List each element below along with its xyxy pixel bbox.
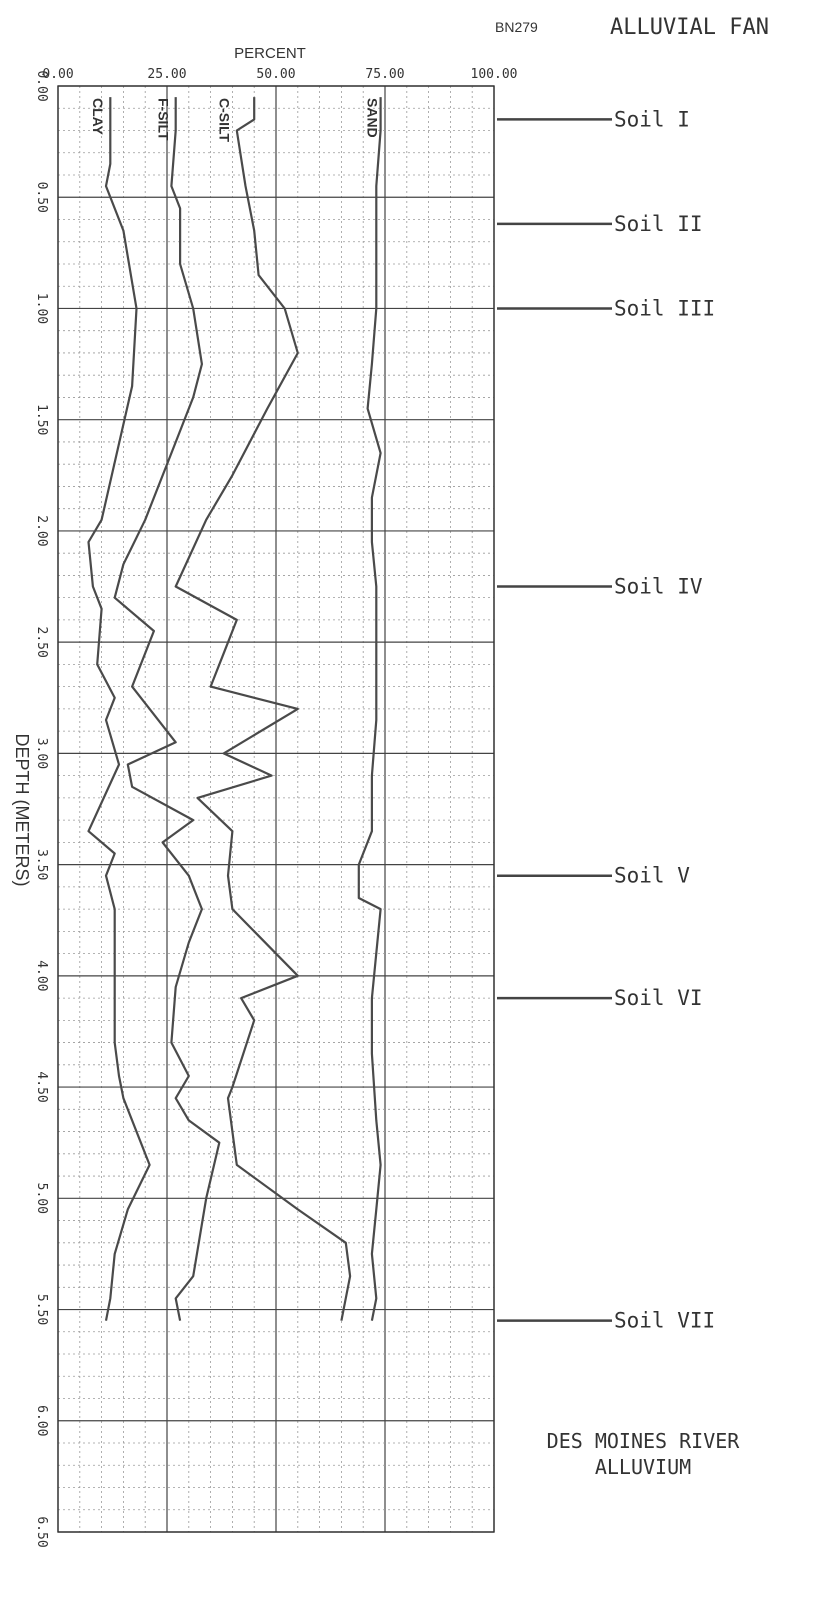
- soil-marker-label: Soil V: [614, 864, 690, 888]
- soil-annotations: Soil I Soil II Soil III Soil IV Soil V Soil V…: [497, 107, 715, 1333]
- series-label-f-silt: F-SILT: [155, 98, 171, 141]
- x-tick-label: 0.00: [42, 67, 73, 82]
- y-tick-label: 4.50: [34, 1071, 49, 1102]
- region-note-line-2: ALLUVIUM: [595, 1455, 691, 1479]
- soil-marker-label: Soil VII: [614, 1309, 715, 1333]
- series-line-clay: [87, 97, 151, 1321]
- y-tick-label: 5.00: [34, 1183, 49, 1214]
- series-label-clay: CLAY: [90, 98, 106, 135]
- y-axis-label: DEPTH (METERS): [12, 734, 32, 887]
- x-tick-label: 25.00: [147, 67, 186, 82]
- region-note-line-1: DES MOINES RIVER: [547, 1429, 741, 1453]
- x-tick-label: 75.00: [365, 67, 404, 82]
- soil-marker-label: Soil II: [614, 212, 703, 236]
- soil-marker-label: Soil III: [614, 296, 715, 320]
- series-lines: CLAY F-SILT C-SILT SAND: [87, 97, 382, 1321]
- y-tick-label: 5.50: [34, 1294, 49, 1325]
- y-tick-label: 6.00: [34, 1405, 49, 1436]
- axis-ticks: 0.00 25.00 50.00 75.00 100.00 0.00 0.50 1.00 1.5…: [34, 67, 517, 1548]
- series-line-f-silt: [113, 97, 221, 1321]
- y-tick-label: 4.00: [34, 960, 49, 991]
- series-line-sand: [357, 97, 382, 1321]
- y-tick-label: 0.00: [34, 70, 49, 101]
- y-tick-label: 3.50: [34, 849, 49, 880]
- y-tick-label: 2.00: [34, 515, 49, 546]
- series-line-c-silt: [174, 97, 352, 1321]
- site-id: BN279: [495, 19, 538, 35]
- series-label-sand: SAND: [365, 98, 381, 138]
- x-axis-label: PERCENT: [234, 45, 306, 62]
- x-tick-label: 50.00: [256, 67, 295, 82]
- soil-marker-label: Soil VI: [614, 986, 703, 1010]
- grid: [57, 85, 495, 1533]
- y-tick-label: 1.00: [34, 293, 49, 324]
- soil-marker-label: Soil IV: [614, 575, 703, 599]
- x-tick-label: 100.00: [471, 67, 518, 82]
- y-tick-label: 6.50: [34, 1516, 49, 1547]
- y-tick-label: 2.50: [34, 626, 49, 657]
- plot-frame: [57, 85, 495, 1533]
- series-label-c-silt: C-SILT: [216, 98, 232, 143]
- y-tick-label: 3.00: [34, 738, 49, 769]
- chart-title: ALLUVIAL FAN: [610, 15, 769, 40]
- soil-marker-label: Soil I: [614, 107, 690, 131]
- y-tick-label: 0.50: [34, 182, 49, 213]
- y-tick-label: 1.50: [34, 404, 49, 435]
